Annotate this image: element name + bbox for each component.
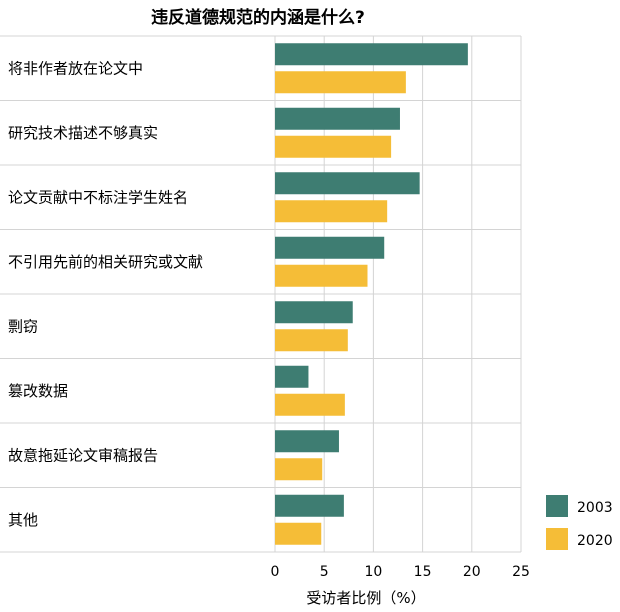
legend-label-2003: 2003 (577, 500, 613, 516)
bar-2020 (275, 458, 323, 481)
bar-2003 (275, 43, 468, 66)
x-tick-label: 10 (364, 564, 382, 580)
category-label: 篡改数据 (8, 382, 68, 400)
category-labels: 将非作者放在论文中研究技术描述不够真实论文贡献中不标注学生姓名不引用先前的相关研… (8, 59, 203, 529)
bar-2003 (275, 172, 420, 195)
bar-2020 (275, 264, 368, 287)
bar-2003 (275, 236, 385, 259)
legend-swatch-2020 (546, 528, 568, 550)
category-label: 不引用先前的相关研究或文献 (8, 253, 203, 271)
legend-label-2020: 2020 (577, 533, 613, 549)
category-label: 剽窃 (8, 317, 38, 335)
legend-swatch-2003 (546, 495, 568, 517)
category-separators (0, 35, 521, 553)
bar-2003 (275, 107, 400, 130)
x-tick-label: 5 (320, 564, 329, 580)
x-axis-label: 受访者比例（%） (306, 589, 425, 607)
category-label: 研究技术描述不够真实 (8, 124, 158, 142)
x-tick-label: 25 (512, 564, 530, 580)
x-tick-label: 15 (414, 564, 432, 580)
bar-2003 (275, 365, 309, 388)
chart-title: 违反道德规范的内涵是什么? (151, 7, 365, 28)
category-label: 故意拖延论文审稿报告 (8, 446, 158, 464)
bar-2020 (275, 393, 345, 416)
bar-2003 (275, 301, 353, 324)
x-tick-labels: 0 5 10 15 20 25 (271, 564, 530, 580)
bar-2020 (275, 200, 388, 223)
bar-2020 (275, 71, 406, 94)
bars (275, 43, 468, 545)
category-label: 其他 (8, 511, 38, 529)
category-label: 论文贡献中不标注学生姓名 (8, 188, 188, 206)
bar-2020 (275, 522, 322, 545)
bar-2020 (275, 329, 348, 352)
bar-2003 (275, 430, 339, 453)
x-tick-label: 0 (271, 564, 280, 580)
bar-2003 (275, 494, 344, 517)
bar-2020 (275, 135, 392, 158)
category-label: 将非作者放在论文中 (8, 59, 143, 77)
legend: 2003 2020 (546, 495, 613, 550)
x-tick-label: 20 (463, 564, 481, 580)
